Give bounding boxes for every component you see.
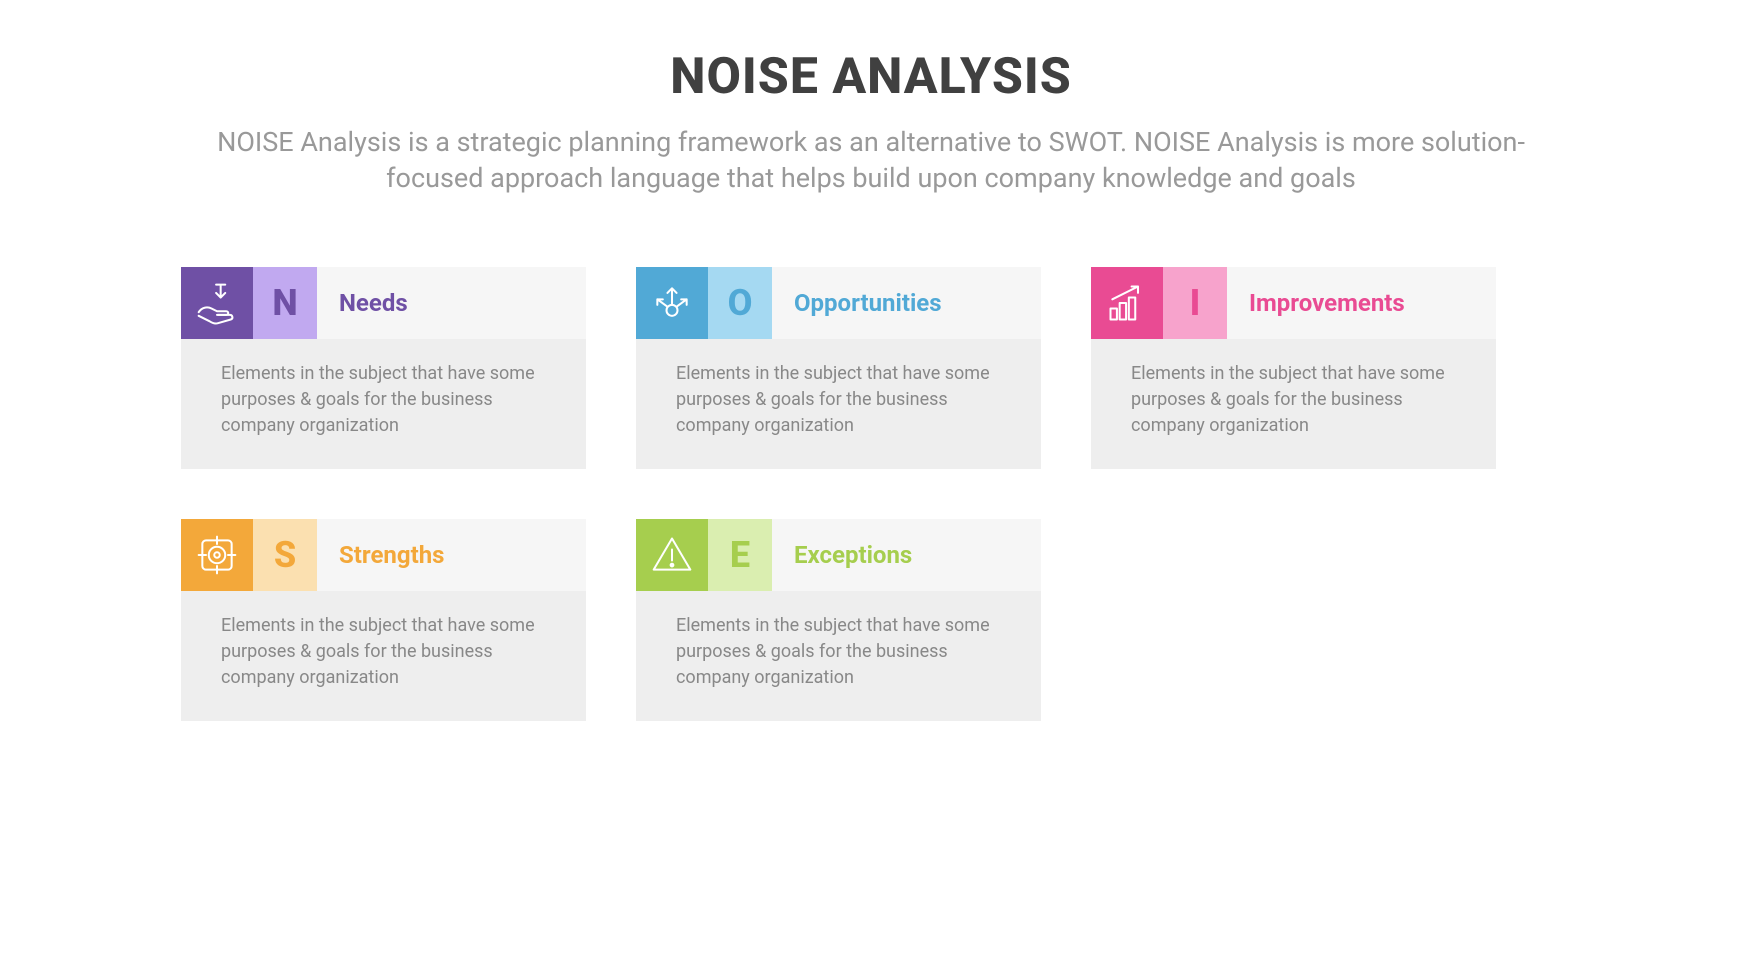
card-title-text: Strengths xyxy=(317,541,444,569)
card-header: S Strengths xyxy=(181,519,586,591)
card-header: O Opportunities xyxy=(636,267,1041,339)
card-opportunities: O Opportunities Elements in the subject … xyxy=(636,267,1041,469)
card-body-text: Elements in the subject that have some p… xyxy=(1091,339,1496,469)
card-header: I Improvements xyxy=(1091,267,1496,339)
growth-chart-icon xyxy=(1091,267,1163,339)
card-letter: O xyxy=(708,267,772,339)
card-strengths: S Strengths Elements in the subject that… xyxy=(181,519,586,721)
page-subtitle: NOISE Analysis is a strategic planning f… xyxy=(171,124,1571,197)
page-title: NOISE ANALYSIS xyxy=(0,48,1742,106)
card-letter: E xyxy=(708,519,772,591)
card-header: E Exceptions xyxy=(636,519,1041,591)
card-body-text: Elements in the subject that have some p… xyxy=(636,339,1041,469)
card-title-text: Improvements xyxy=(1227,289,1405,317)
warning-triangle-icon xyxy=(636,519,708,591)
target-icon xyxy=(181,519,253,591)
card-body-text: Elements in the subject that have some p… xyxy=(181,591,586,721)
card-body-text: Elements in the subject that have some p… xyxy=(636,591,1041,721)
split-arrows-icon xyxy=(636,267,708,339)
card-grid: N Needs Elements in the subject that hav… xyxy=(181,267,1561,722)
card-needs: N Needs Elements in the subject that hav… xyxy=(181,267,586,469)
card-letter: N xyxy=(253,267,317,339)
card-improvements: I Improvements Elements in the subject t… xyxy=(1091,267,1496,469)
card-letter: I xyxy=(1163,267,1227,339)
card-title-text: Exceptions xyxy=(772,541,912,569)
hand-arrow-down-icon xyxy=(181,267,253,339)
card-title-text: Opportunities xyxy=(772,289,942,317)
card-title-text: Needs xyxy=(317,289,408,317)
card-letter: S xyxy=(253,519,317,591)
card-header: N Needs xyxy=(181,267,586,339)
card-exceptions: E Exceptions Elements in the subject tha… xyxy=(636,519,1041,721)
card-body-text: Elements in the subject that have some p… xyxy=(181,339,586,469)
